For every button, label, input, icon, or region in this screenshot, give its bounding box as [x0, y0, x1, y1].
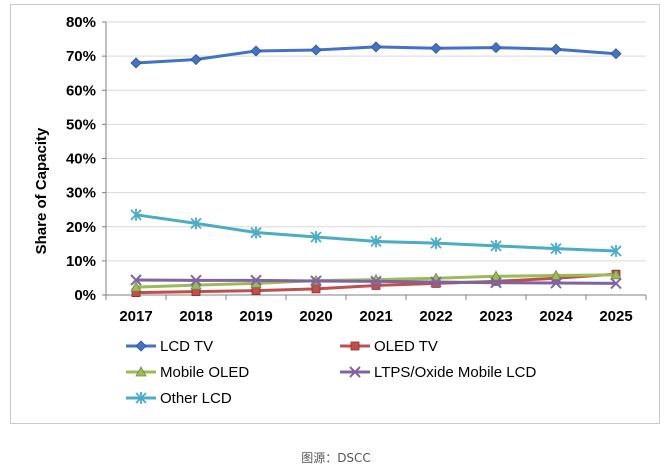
data-point-marker [350, 341, 360, 351]
legend-label: Other LCD [160, 390, 232, 407]
data-point-marker [190, 279, 202, 290]
legend-item: Mobile OLED [126, 364, 249, 381]
data-point-marker [430, 237, 442, 250]
data-point-marker [550, 277, 562, 289]
data-point-marker [550, 269, 562, 280]
y-tick-label: 50% [66, 116, 96, 133]
y-tick-label: 60% [66, 82, 96, 99]
data-point-marker [135, 366, 147, 377]
data-point-marker [190, 53, 202, 66]
data-point-marker [370, 41, 382, 53]
x-tick-label: 2023 [479, 308, 512, 325]
x-tick-label: 2021 [359, 308, 392, 325]
data-point-marker [490, 277, 502, 289]
data-point-marker [610, 48, 622, 60]
data-point-marker [250, 274, 262, 287]
data-point-marker [430, 276, 442, 288]
y-axis-label: Share of Capacity [33, 127, 50, 254]
series-lcd-tv [130, 41, 622, 69]
data-point-marker [310, 44, 322, 56]
x-tick-label: 2017 [119, 308, 152, 325]
legend-label: Mobile OLED [160, 364, 249, 381]
line-chart: 0%10%20%30%40%50%60%70%80% 2017 2018 2019 2… [33, 14, 647, 407]
data-point-marker [610, 277, 622, 290]
legend-item: LTPS/Oxide Mobile LCD [340, 364, 536, 381]
data-point-marker [130, 274, 142, 286]
data-point-marker [370, 235, 382, 248]
grid-lines [106, 21, 646, 262]
data-point-marker [490, 270, 502, 281]
y-tick-label: 0% [74, 287, 96, 304]
data-point-marker [310, 230, 322, 243]
data-point-marker [349, 366, 361, 378]
data-point-marker [370, 275, 382, 288]
x-tick-label: 2025 [599, 308, 632, 325]
y-tick-label: 20% [66, 219, 96, 236]
data-point-marker [250, 226, 262, 239]
x-tick-label: 2019 [239, 308, 272, 325]
data-point-marker [190, 217, 202, 230]
data-point-marker [610, 244, 622, 257]
y-tick-label: 30% [66, 185, 96, 202]
x-tick-label: 2022 [419, 308, 452, 325]
chart-frame [10, 4, 660, 424]
y-tick-label: 80% [66, 14, 96, 31]
data-point-marker [310, 275, 322, 287]
data-point-marker [130, 281, 142, 292]
series-group [130, 41, 622, 298]
data-point-marker [430, 42, 442, 54]
series-other-lcd [130, 208, 622, 257]
y-axis-tick-labels: 0% 10% 20% 30% 40% 50% 60% 70% 80% [66, 14, 96, 304]
axes [102, 21, 647, 300]
legend-label: LTPS/Oxide Mobile LCD [374, 364, 536, 381]
series-ltps-oxide-mobile-lcd [130, 274, 622, 290]
data-point-marker [550, 242, 562, 255]
y-tick-label: 40% [66, 151, 96, 168]
data-point-marker [135, 340, 147, 352]
legend-item: LCD TV [126, 338, 213, 355]
data-point-marker [130, 208, 142, 221]
data-point-marker [130, 57, 142, 69]
data-point-marker [490, 239, 502, 252]
image-caption: 图源：DSCC [301, 451, 371, 465]
legend-label: OLED TV [374, 338, 438, 355]
x-axis-tick-labels: 2017 2018 2019 2020 2021 2022 2023 2024 2025 [119, 308, 632, 325]
legend: LCD TV OLED TV Mobile OLED LTPS/Oxide Mobil… [126, 338, 536, 407]
data-point-marker [135, 392, 147, 404]
legend-item: OLED TV [340, 338, 438, 355]
data-point-marker [610, 269, 622, 280]
data-point-marker [250, 45, 262, 57]
legend-item: Other LCD [126, 390, 232, 407]
data-point-marker [190, 274, 202, 287]
x-tick-label: 2024 [539, 308, 573, 325]
data-point-marker [550, 43, 562, 55]
x-tick-label: 2018 [179, 308, 212, 325]
y-tick-label: 70% [66, 48, 96, 65]
y-tick-label: 10% [66, 253, 96, 270]
legend-label: LCD TV [160, 338, 213, 355]
data-point-marker [311, 284, 321, 294]
x-tick-label: 2020 [299, 308, 332, 325]
data-point-marker [490, 42, 502, 54]
